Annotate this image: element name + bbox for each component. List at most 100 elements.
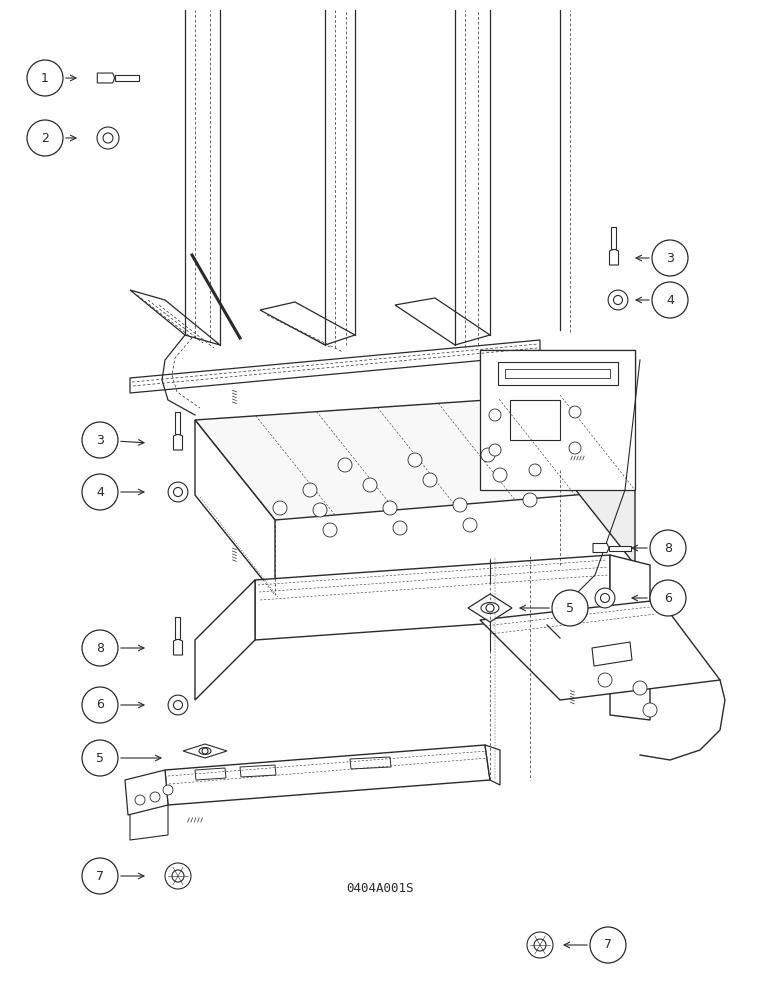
Circle shape — [165, 863, 191, 889]
Text: 5: 5 — [96, 752, 104, 764]
Polygon shape — [130, 340, 540, 393]
Text: 8: 8 — [96, 642, 104, 654]
Polygon shape — [480, 350, 635, 395]
Text: 5: 5 — [566, 601, 574, 614]
Circle shape — [273, 501, 287, 515]
Polygon shape — [195, 395, 635, 520]
Text: 1: 1 — [41, 72, 49, 85]
Polygon shape — [255, 555, 610, 640]
Circle shape — [82, 422, 118, 458]
Circle shape — [489, 409, 501, 421]
Polygon shape — [115, 75, 139, 81]
Circle shape — [363, 478, 377, 492]
Polygon shape — [609, 546, 631, 550]
Circle shape — [595, 588, 615, 608]
Polygon shape — [610, 555, 650, 720]
Circle shape — [82, 858, 118, 894]
Text: 6: 6 — [96, 698, 104, 712]
Polygon shape — [480, 600, 720, 700]
Circle shape — [650, 580, 686, 616]
Circle shape — [643, 703, 657, 717]
Circle shape — [150, 792, 160, 802]
Circle shape — [601, 593, 610, 602]
Ellipse shape — [199, 748, 211, 754]
Polygon shape — [560, 395, 635, 565]
Circle shape — [652, 240, 688, 276]
Circle shape — [97, 127, 119, 149]
Circle shape — [408, 453, 422, 467]
Circle shape — [168, 482, 188, 502]
Circle shape — [135, 795, 145, 805]
Text: 6: 6 — [664, 591, 672, 604]
Circle shape — [598, 673, 612, 687]
Circle shape — [453, 498, 467, 512]
Polygon shape — [97, 73, 115, 83]
Circle shape — [338, 458, 352, 472]
Circle shape — [527, 932, 553, 958]
Circle shape — [552, 590, 588, 626]
Circle shape — [463, 518, 477, 532]
Polygon shape — [195, 420, 275, 595]
Circle shape — [174, 488, 182, 496]
Text: 4: 4 — [96, 486, 104, 498]
Polygon shape — [174, 434, 182, 450]
Circle shape — [27, 120, 63, 156]
Circle shape — [82, 474, 118, 510]
Circle shape — [486, 604, 494, 612]
Polygon shape — [610, 249, 618, 265]
Circle shape — [202, 748, 208, 754]
Circle shape — [481, 448, 495, 462]
Text: 2: 2 — [41, 131, 49, 144]
Polygon shape — [260, 302, 355, 345]
Circle shape — [27, 60, 63, 96]
Polygon shape — [130, 290, 220, 345]
Circle shape — [172, 870, 184, 882]
Polygon shape — [611, 227, 617, 249]
Circle shape — [168, 695, 188, 715]
Circle shape — [393, 521, 407, 535]
Text: 3: 3 — [666, 251, 674, 264]
Circle shape — [608, 290, 628, 310]
Circle shape — [423, 473, 437, 487]
Circle shape — [103, 133, 113, 143]
Polygon shape — [468, 594, 512, 622]
Circle shape — [82, 687, 118, 723]
Circle shape — [383, 501, 397, 515]
Polygon shape — [175, 617, 181, 639]
Text: 7: 7 — [604, 938, 612, 952]
Circle shape — [493, 468, 507, 482]
Text: 0404A001S: 0404A001S — [347, 882, 414, 894]
Circle shape — [569, 406, 581, 418]
Ellipse shape — [481, 602, 499, 613]
Circle shape — [523, 493, 537, 507]
Polygon shape — [480, 350, 635, 490]
Text: 4: 4 — [666, 294, 674, 306]
Polygon shape — [125, 770, 168, 815]
Circle shape — [529, 464, 541, 476]
Circle shape — [303, 483, 317, 497]
Circle shape — [534, 939, 546, 951]
Circle shape — [569, 442, 581, 454]
Text: 7: 7 — [96, 869, 104, 882]
Circle shape — [323, 523, 337, 537]
Circle shape — [174, 700, 182, 710]
Circle shape — [313, 503, 327, 517]
Polygon shape — [174, 639, 182, 655]
Circle shape — [489, 444, 501, 456]
Polygon shape — [195, 580, 255, 700]
Circle shape — [614, 296, 622, 304]
Text: 3: 3 — [96, 434, 104, 446]
Polygon shape — [485, 745, 500, 785]
Circle shape — [650, 530, 686, 566]
Circle shape — [82, 740, 118, 776]
Polygon shape — [165, 745, 490, 805]
Circle shape — [633, 681, 647, 695]
Circle shape — [163, 785, 173, 795]
Circle shape — [82, 630, 118, 666]
Polygon shape — [175, 412, 181, 434]
Circle shape — [590, 927, 626, 963]
Polygon shape — [395, 298, 490, 345]
Polygon shape — [593, 544, 609, 552]
Circle shape — [652, 282, 688, 318]
Text: 8: 8 — [664, 542, 672, 554]
